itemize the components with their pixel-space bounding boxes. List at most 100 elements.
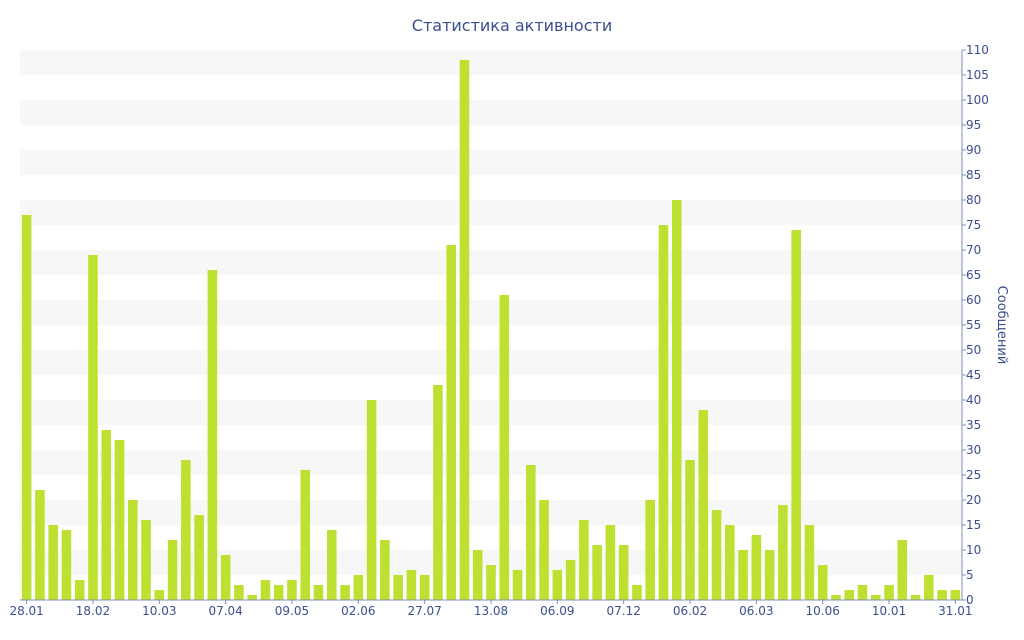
- bar[interactable]: [114, 440, 125, 600]
- y-tick-label: 0: [966, 593, 974, 607]
- bar[interactable]: [260, 580, 271, 600]
- bar[interactable]: [21, 215, 32, 600]
- grid-band: [20, 500, 962, 525]
- bar[interactable]: [924, 575, 934, 600]
- y-tick-label: 50: [966, 343, 981, 357]
- bar[interactable]: [738, 550, 748, 600]
- y-tick-label: 80: [966, 193, 981, 207]
- bar[interactable]: [592, 545, 602, 600]
- grid-band: [20, 100, 962, 125]
- bar[interactable]: [220, 555, 231, 600]
- y-tick-label: 10: [966, 543, 981, 557]
- bar[interactable]: [74, 580, 85, 600]
- bar[interactable]: [950, 590, 961, 600]
- bar[interactable]: [35, 490, 45, 600]
- bar[interactable]: [353, 575, 364, 600]
- bar[interactable]: [671, 200, 682, 600]
- bar[interactable]: [817, 565, 828, 600]
- bar[interactable]: [433, 385, 443, 600]
- grid-band: [20, 50, 962, 75]
- bar[interactable]: [406, 570, 417, 600]
- bar[interactable]: [300, 470, 311, 600]
- bar[interactable]: [937, 590, 947, 600]
- bar[interactable]: [857, 585, 868, 600]
- y-tick-label: 65: [966, 268, 981, 282]
- y-tick-label: 95: [966, 118, 981, 132]
- bar[interactable]: [340, 585, 350, 600]
- y-tick-label: 70: [966, 243, 981, 257]
- bar[interactable]: [247, 595, 257, 600]
- y-tick-label: 105: [966, 68, 989, 82]
- x-tick-label: 06.03: [739, 604, 773, 618]
- bar[interactable]: [605, 525, 616, 600]
- bars-group: [21, 60, 961, 600]
- bar[interactable]: [446, 245, 456, 600]
- grid-band: [20, 300, 962, 325]
- bar[interactable]: [884, 585, 894, 600]
- bar[interactable]: [366, 400, 377, 600]
- bar[interactable]: [167, 540, 178, 600]
- bar[interactable]: [313, 585, 324, 600]
- bar[interactable]: [910, 595, 921, 600]
- x-tick-label: 18.02: [76, 604, 110, 618]
- bar[interactable]: [526, 465, 536, 600]
- bar[interactable]: [844, 590, 855, 600]
- grid-band: [20, 150, 962, 175]
- y-tick-label: 110: [966, 43, 989, 57]
- bar[interactable]: [459, 60, 470, 600]
- grid-bands: [20, 50, 962, 575]
- bar[interactable]: [234, 585, 244, 600]
- bar[interactable]: [88, 255, 98, 600]
- bar[interactable]: [512, 570, 523, 600]
- bar[interactable]: [154, 590, 165, 600]
- bar[interactable]: [685, 460, 695, 600]
- bar[interactable]: [194, 515, 204, 600]
- bar[interactable]: [645, 500, 655, 600]
- grid-band: [20, 400, 962, 425]
- bar[interactable]: [791, 230, 801, 600]
- bar[interactable]: [618, 545, 629, 600]
- x-tick-label: 06.09: [540, 604, 574, 618]
- bar[interactable]: [778, 505, 788, 600]
- bar[interactable]: [804, 525, 815, 600]
- bar[interactable]: [393, 575, 403, 600]
- bar[interactable]: [48, 525, 58, 600]
- bar[interactable]: [380, 540, 390, 600]
- bar[interactable]: [831, 595, 841, 600]
- bar[interactable]: [472, 550, 483, 600]
- bar[interactable]: [61, 530, 72, 600]
- bar[interactable]: [486, 565, 496, 600]
- bar[interactable]: [181, 460, 191, 600]
- bar[interactable]: [565, 560, 576, 600]
- bar[interactable]: [764, 550, 775, 600]
- y-tick-label: 35: [966, 418, 981, 432]
- bar[interactable]: [539, 500, 549, 600]
- x-tick-label: 10.06: [806, 604, 840, 618]
- bar[interactable]: [579, 520, 589, 600]
- bar[interactable]: [127, 500, 138, 600]
- grid-band: [20, 450, 962, 475]
- bar[interactable]: [632, 585, 642, 600]
- chart-title: Статистика активности: [412, 16, 612, 35]
- bar[interactable]: [207, 270, 218, 600]
- bar[interactable]: [419, 575, 430, 600]
- bar[interactable]: [698, 410, 709, 600]
- bar[interactable]: [273, 585, 284, 600]
- bar[interactable]: [499, 295, 510, 600]
- grid-band: [20, 250, 962, 275]
- bar[interactable]: [101, 430, 112, 600]
- x-ticks-group: 28.01 18.02 10.03 07.04 09.05 02.06 27.07 13.08…: [9, 600, 973, 618]
- bar[interactable]: [658, 225, 669, 600]
- bar[interactable]: [725, 525, 735, 600]
- bar[interactable]: [287, 580, 297, 600]
- bar[interactable]: [711, 510, 722, 600]
- grid-band: [20, 200, 962, 225]
- bar[interactable]: [327, 530, 337, 600]
- bar[interactable]: [870, 595, 881, 600]
- bar[interactable]: [552, 570, 563, 600]
- bar[interactable]: [141, 520, 151, 600]
- y-tick-label: 60: [966, 293, 981, 307]
- bar[interactable]: [897, 540, 908, 600]
- bar[interactable]: [751, 535, 762, 600]
